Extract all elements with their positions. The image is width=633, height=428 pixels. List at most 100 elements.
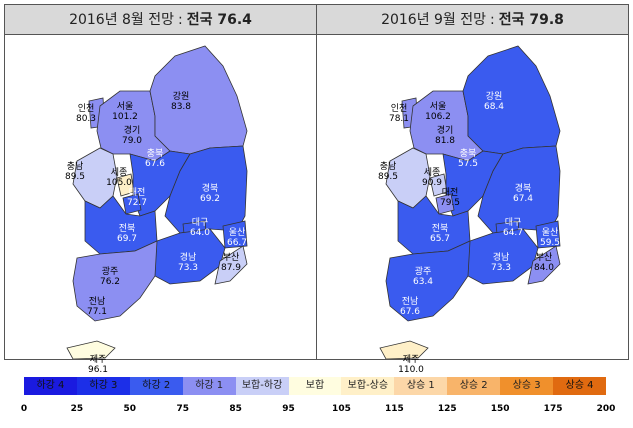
legend-tick-7: 115 <box>384 404 404 414</box>
right-region-10 <box>535 220 561 249</box>
right-region-11 <box>397 195 471 255</box>
region-value: 72.7 <box>126 198 148 208</box>
region-name: 전북 <box>431 224 449 234</box>
region-name: 충남 <box>379 162 397 172</box>
right-region-label-6: 충북 57.5 <box>458 149 478 169</box>
region-value: 78.1 <box>388 114 410 124</box>
region-value: 84.0 <box>533 263 555 273</box>
region-name: 울산 <box>541 228 559 238</box>
legend-cell-0: 하강 4 <box>24 377 77 395</box>
legend-tick-3: 75 <box>176 404 189 414</box>
region-name: 경북 <box>514 184 532 194</box>
region-value: 73.3 <box>177 263 199 273</box>
region-value: 69.2 <box>199 194 221 204</box>
legend-tick-4: 85 <box>229 404 242 414</box>
right-title-prefix: 2016년 9월 전망 <box>381 12 487 28</box>
left-region-label-6: 충북 67.6 <box>145 149 165 169</box>
region-name: 인천 <box>390 104 408 114</box>
region-value: 81.8 <box>434 136 456 146</box>
region-name: 강원 <box>172 92 190 102</box>
legend-cell-6: 보합-상승 <box>341 377 395 395</box>
legend-tick-2: 50 <box>123 404 137 414</box>
left-region-label-11: 전북 69.7 <box>117 224 137 244</box>
right-title-sep: : <box>490 12 495 28</box>
region-name: 광주 <box>414 267 432 277</box>
legend-cell-8: 상승 2 <box>447 377 501 395</box>
legend-tick-0: 0 <box>20 404 28 414</box>
right-map-svg <box>379 45 561 359</box>
region-name: 세종 <box>423 168 441 178</box>
region-value: 79.5 <box>439 198 461 208</box>
legend-cell-10: 상승 4 <box>553 377 606 395</box>
legend-cell-7: 상승 1 <box>394 377 448 395</box>
left-region-label-9: 대구 64.0 <box>190 218 210 238</box>
left-region-label-7: 대전 72.7 <box>127 188 147 208</box>
region-value: 63.4 <box>412 277 434 287</box>
region-value: 73.3 <box>490 263 512 273</box>
right-region-label-4: 충남 89.5 <box>378 162 398 182</box>
left-map: 인천 80.3 서울 101.2 경기 79.0 강원 83.8 충남 89.5 세종 105.0 충북… <box>5 36 315 375</box>
region-name: 전북 <box>118 224 136 234</box>
region-value: 79.0 <box>121 136 143 146</box>
left-region-label-16: 제주 96.1 <box>88 355 108 375</box>
region-name: 경기 <box>123 126 141 136</box>
region-value: 96.1 <box>87 365 109 375</box>
region-value: 66.7 <box>226 238 248 248</box>
region-value: 101.2 <box>112 112 138 122</box>
region-name: 제주 <box>402 355 420 365</box>
legend-cell-1: 하강 3 <box>76 377 130 395</box>
region-name: 대구 <box>504 218 522 228</box>
left-region-16 <box>66 340 116 359</box>
legend-tick-5: 95 <box>282 404 295 414</box>
right-region-label-8: 경북 67.4 <box>513 184 533 204</box>
left-title-main: 전국 76.4 <box>186 12 252 28</box>
region-value: 106.2 <box>425 112 451 122</box>
right-region-label-5: 세종 90.9 <box>422 168 442 188</box>
legend-tick-6: 105 <box>332 404 351 414</box>
right-region-3 <box>462 45 561 155</box>
region-name: 경북 <box>201 184 219 194</box>
region-name: 경기 <box>436 126 454 136</box>
region-name: 서울 <box>429 102 447 112</box>
left-panel-title: 2016년 8월 전망: 전국 76.4 <box>5 5 316 35</box>
region-name: 전남 <box>401 297 419 307</box>
left-region-7 <box>122 193 142 215</box>
right-region-label-16: 제주 110.0 <box>398 355 424 375</box>
right-region-15 <box>385 240 471 322</box>
region-name: 대전 <box>128 188 146 198</box>
region-value: 64.0 <box>189 228 211 238</box>
region-value: 83.8 <box>170 102 192 112</box>
region-value: 57.5 <box>457 159 479 169</box>
right-map: 인천 78.1 서울 106.2 경기 81.8 강원 68.4 충남 89.5 세종 90.9 충북 5… <box>318 36 628 375</box>
left-region-label-0: 인천 80.3 <box>76 104 96 124</box>
region-value: 59.5 <box>539 238 561 248</box>
region-value: 65.7 <box>429 234 451 244</box>
region-value: 69.7 <box>116 234 138 244</box>
region-name: 서울 <box>116 102 134 112</box>
region-name: 인천 <box>77 104 95 114</box>
region-name: 경남 <box>492 253 510 263</box>
legend-bar: 하강 4 하강 3 하강 2 하강 1 보합-하강 보합 보합-상승 상승 1 상승 2 상승 3… <box>24 377 606 395</box>
right-region-label-0: 인천 78.1 <box>389 104 409 124</box>
region-name: 부산 <box>222 253 240 263</box>
region-value: 87.9 <box>220 263 242 273</box>
right-region-label-2: 경기 81.8 <box>435 126 455 146</box>
left-region-3 <box>149 45 248 155</box>
region-name: 부산 <box>535 253 553 263</box>
region-value: 80.3 <box>75 114 97 124</box>
right-region-label-7: 대전 79.5 <box>440 188 460 208</box>
region-value: 89.5 <box>377 172 399 182</box>
left-region-label-4: 충남 89.5 <box>65 162 85 182</box>
left-region-label-5: 세종 105.0 <box>106 168 132 188</box>
region-name: 충북 <box>146 149 164 159</box>
left-title-sep: : <box>178 12 183 28</box>
region-name: 울산 <box>228 228 246 238</box>
left-region-11 <box>84 195 158 255</box>
region-name: 대전 <box>441 188 459 198</box>
legend-cell-4: 보합-하강 <box>235 377 289 395</box>
left-region-label-12: 경남 73.3 <box>178 253 198 273</box>
region-name: 광주 <box>101 267 119 277</box>
region-value: 67.4 <box>512 194 534 204</box>
right-region-label-1: 서울 106.2 <box>425 102 451 122</box>
region-name: 충남 <box>66 162 84 172</box>
